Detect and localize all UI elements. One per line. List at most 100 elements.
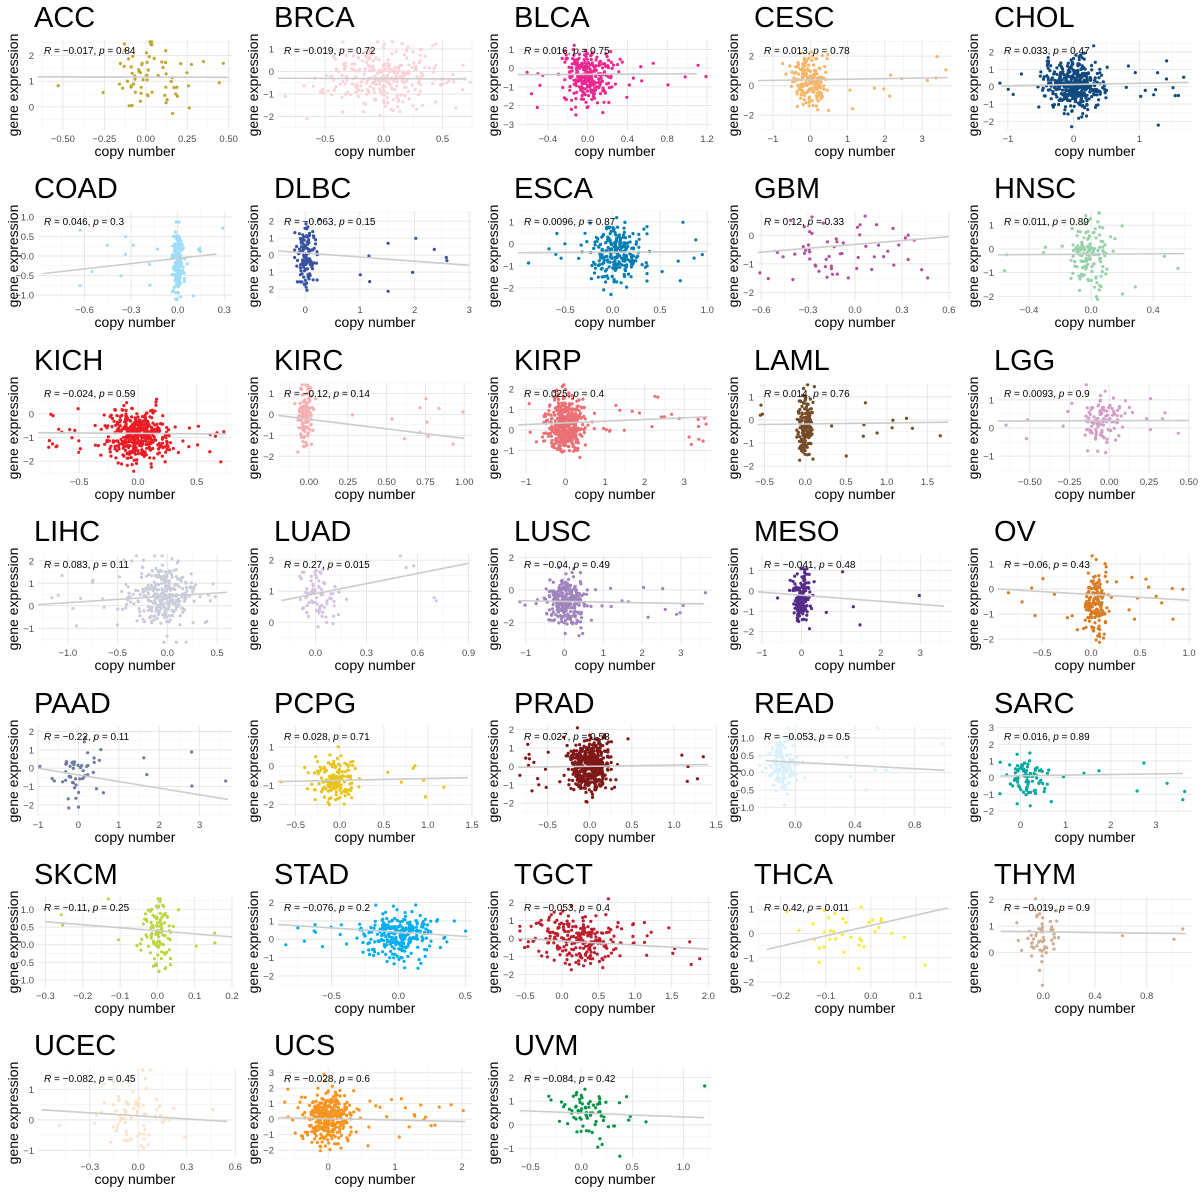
data-point: [815, 79, 819, 83]
data-point: [213, 434, 217, 438]
data-point: [602, 62, 607, 66]
data-point: [538, 83, 542, 87]
data-point: [1112, 426, 1116, 430]
data-point: [1104, 96, 1108, 100]
data-point: [1156, 71, 1160, 75]
data-point: [1096, 416, 1100, 420]
panel-brca: −0.5 0.0 0.5 −2 −1 0 1 R = −0.019, p = 0.72 BRCA…: [240, 0, 480, 171]
data-point: [1106, 427, 1110, 431]
x-tick-label: 1: [357, 305, 362, 316]
data-point: [1096, 424, 1100, 428]
data-point: [304, 222, 308, 226]
data-point: [1098, 212, 1102, 216]
data-point: [1093, 105, 1098, 109]
data-point: [889, 73, 893, 77]
data-point: [155, 616, 159, 621]
data-point: [800, 404, 804, 408]
x-tick-label: 0.25: [1140, 477, 1159, 488]
data-point: [315, 278, 319, 282]
data-point: [568, 88, 572, 92]
data-point: [115, 420, 119, 424]
data-point: [791, 80, 795, 84]
data-point: [130, 71, 134, 75]
data-point: [414, 64, 418, 69]
x-axis-label: copy number: [95, 143, 176, 159]
data-point: [1075, 265, 1079, 269]
data-point: [1070, 77, 1074, 81]
data-point: [393, 65, 397, 69]
data-point: [130, 462, 134, 466]
data-point: [371, 65, 375, 69]
data-point: [1101, 265, 1105, 269]
data-point: [142, 620, 147, 624]
data-point: [160, 591, 164, 596]
data-point: [1004, 423, 1008, 427]
data-point: [306, 242, 310, 247]
data-point: [179, 579, 183, 583]
data-point: [602, 71, 606, 75]
data-point: [570, 66, 574, 70]
data-point: [138, 593, 142, 597]
data-point: [604, 280, 608, 284]
data-point: [142, 435, 146, 440]
data-point: [1099, 274, 1103, 279]
data-point: [418, 53, 422, 58]
data-point: [309, 422, 313, 426]
data-point: [298, 574, 302, 579]
data-point: [103, 442, 107, 446]
x-tick-label: 0.4: [1147, 305, 1160, 316]
data-point: [109, 454, 113, 458]
data-point: [683, 75, 687, 79]
data-point: [613, 259, 617, 263]
scatter-plot-laml: −0.5 0.0 0.5 1.0 1.5−2−101 R = 0.014, p = 0.7…: [725, 345, 952, 502]
data-point: [189, 581, 194, 585]
data-point: [826, 53, 830, 57]
x-tick-label: 0.0: [799, 477, 812, 488]
y-tick-label: 2: [29, 51, 34, 62]
data-point: [320, 614, 324, 619]
x-tick-label: 0.0: [377, 134, 390, 145]
data-point: [139, 575, 143, 580]
data-point: [846, 276, 850, 280]
gridlines: [758, 40, 952, 131]
y-tick-label: −2: [983, 117, 994, 128]
data-point: [354, 75, 358, 79]
data-point: [607, 86, 612, 90]
data-point: [382, 42, 387, 46]
panel-title: HNSC: [994, 173, 1076, 205]
y-tick-label: 0: [29, 601, 34, 612]
data-point: [154, 567, 158, 571]
data-point: [806, 75, 810, 79]
data-point: [639, 65, 643, 69]
data-point: [147, 263, 152, 267]
data-point: [621, 236, 625, 240]
data-point: [139, 91, 143, 95]
data-point: [299, 405, 303, 409]
data-point: [1076, 90, 1080, 94]
panel-title: ESCA: [514, 173, 594, 205]
data-point: [1089, 246, 1093, 250]
data-point: [625, 95, 629, 99]
data-point: [1103, 91, 1107, 95]
data-point: [601, 86, 605, 90]
data-point: [597, 77, 601, 81]
data-point: [608, 232, 612, 236]
data-point: [419, 47, 423, 52]
data-point: [1096, 103, 1100, 107]
r-symbol: R: [764, 217, 771, 228]
data-point: [125, 451, 129, 456]
data-point: [1073, 260, 1077, 264]
data-point: [164, 435, 168, 439]
data-point: [1082, 105, 1086, 109]
data-point: [417, 79, 421, 83]
data-point: [126, 428, 130, 432]
data-point: [304, 411, 308, 415]
data-point: [591, 94, 595, 98]
data-point: [619, 281, 623, 285]
data-point: [662, 415, 666, 419]
data-point: [791, 579, 795, 584]
data-point: [595, 101, 600, 105]
data-point: [559, 405, 563, 409]
data-point: [555, 446, 559, 451]
data-point: [122, 454, 126, 458]
